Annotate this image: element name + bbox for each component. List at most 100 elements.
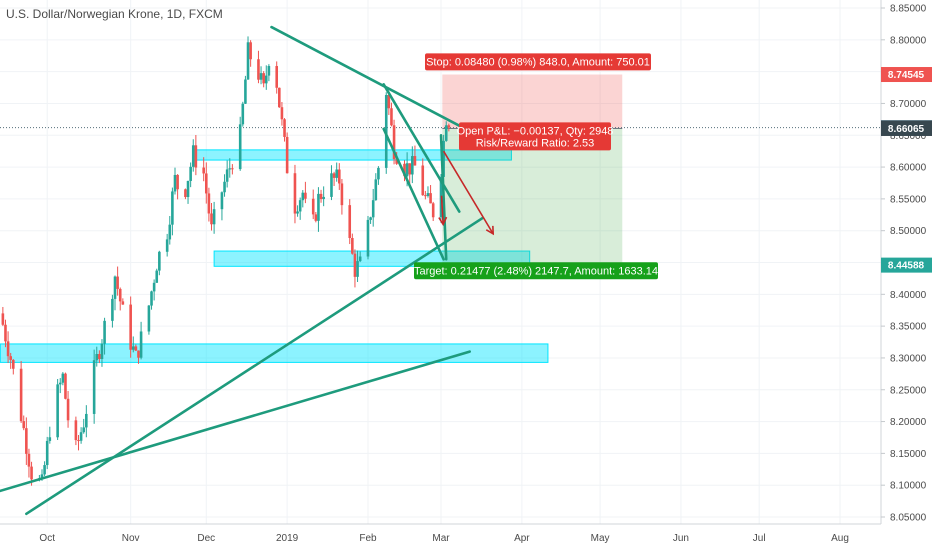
short-position-tool[interactable] xyxy=(0,74,881,266)
candle-down xyxy=(116,276,119,289)
candle-up xyxy=(100,343,104,359)
candle-up xyxy=(384,94,388,168)
candles xyxy=(1,36,451,486)
candle-down xyxy=(77,440,80,442)
trendline[interactable] xyxy=(270,25,461,128)
candle-up xyxy=(244,79,247,104)
candle-up xyxy=(171,191,174,225)
candle-down xyxy=(262,73,265,84)
trendline[interactable] xyxy=(439,133,448,261)
candle-down xyxy=(408,163,412,175)
candle-down xyxy=(204,173,208,194)
candle-down xyxy=(4,324,7,342)
candle-up xyxy=(238,124,242,170)
candle-down xyxy=(121,301,125,305)
candle-up xyxy=(246,42,250,80)
price-tick-label: 8.30000 xyxy=(890,353,927,364)
time-axis[interactable]: Oct Nov Dec 2019 Feb Mar Apr May Jun Jul Aug xyxy=(39,533,849,544)
price-tag xyxy=(881,67,932,83)
price-tick-label: 8.85000 xyxy=(890,4,927,15)
time-tick-label: Dec xyxy=(197,533,215,544)
trendline[interactable] xyxy=(382,83,461,213)
candle-down xyxy=(12,359,15,369)
trendlines[interactable] xyxy=(0,25,485,516)
price-tick-label: 8.05000 xyxy=(890,513,927,524)
candle-up xyxy=(358,256,362,262)
candle-down xyxy=(424,195,427,197)
candle-down xyxy=(30,466,33,480)
candle-up xyxy=(79,432,83,441)
time-tick-label: 2019 xyxy=(276,533,299,544)
candle-up xyxy=(189,166,192,181)
candle-down xyxy=(395,159,398,164)
candle-down xyxy=(283,119,286,137)
candle-up xyxy=(92,360,96,414)
price-tick-label: 8.15000 xyxy=(890,449,927,460)
candle-down xyxy=(231,168,234,170)
arrow-head xyxy=(485,225,495,236)
candle-up xyxy=(111,298,114,321)
candle-up xyxy=(45,440,49,466)
candle-down xyxy=(413,156,417,166)
candle-down xyxy=(403,163,406,177)
candle-down xyxy=(293,173,297,214)
time-tick-label: Nov xyxy=(122,533,140,544)
candle-up xyxy=(335,169,338,178)
target-label-box xyxy=(414,262,658,280)
candle-up xyxy=(301,192,305,201)
candle-up xyxy=(58,382,62,385)
candle-up xyxy=(150,291,153,306)
pnl-label-box xyxy=(459,122,611,151)
trendline[interactable] xyxy=(382,127,445,261)
target-label-text: Target: 0.21477 (2.48%) 2147.7, Amount: … xyxy=(414,265,658,277)
time-tick-label: Jul xyxy=(753,533,766,544)
candle-down xyxy=(429,193,432,204)
candle-down xyxy=(176,174,179,190)
candle-down xyxy=(64,373,67,399)
candle-up xyxy=(377,167,380,180)
price-tick-label: 8.55000 xyxy=(890,194,927,205)
candle-up xyxy=(186,180,190,198)
candle-down xyxy=(348,205,352,238)
candle-up xyxy=(95,354,99,361)
candle-up xyxy=(225,169,229,182)
price-tick-label: 8.20000 xyxy=(890,417,927,428)
candle-down xyxy=(392,125,396,160)
price-tick-label: 8.65000 xyxy=(890,131,927,142)
candle-up xyxy=(442,140,445,177)
candle-down xyxy=(129,304,132,350)
candle-down xyxy=(447,125,451,128)
candle-down xyxy=(285,136,289,174)
price-tag xyxy=(881,120,932,136)
candle-down xyxy=(304,192,307,199)
candle-down xyxy=(332,173,336,178)
candle-up xyxy=(113,276,117,299)
candle-down xyxy=(421,165,425,196)
candle-down xyxy=(257,59,260,80)
candle-up xyxy=(411,156,414,175)
trendline[interactable] xyxy=(25,216,485,516)
arrow-head xyxy=(438,216,448,226)
trendline[interactable] xyxy=(0,350,472,495)
candle-down xyxy=(210,213,213,225)
candle-down xyxy=(340,183,344,206)
price-axis[interactable]: 8.850008.800008.750008.700008.650008.600… xyxy=(881,4,932,524)
candle-up xyxy=(191,145,195,167)
candle-up xyxy=(322,196,325,200)
grid xyxy=(0,0,881,524)
candle-down xyxy=(118,288,122,302)
price-tick-label: 8.50000 xyxy=(890,226,927,237)
candle-down xyxy=(314,214,318,221)
time-tick-label: Aug xyxy=(831,533,849,544)
price-tag-label: 8.44588 xyxy=(888,261,925,272)
candle-up xyxy=(296,211,299,214)
candle-up xyxy=(152,282,156,292)
candle-up xyxy=(173,174,177,192)
stop-label-box xyxy=(425,53,651,71)
candle-down xyxy=(275,66,279,88)
candle-down xyxy=(207,193,211,214)
candle-down xyxy=(184,189,187,198)
candle-down xyxy=(6,341,10,357)
time-tick-label: Feb xyxy=(359,533,377,544)
